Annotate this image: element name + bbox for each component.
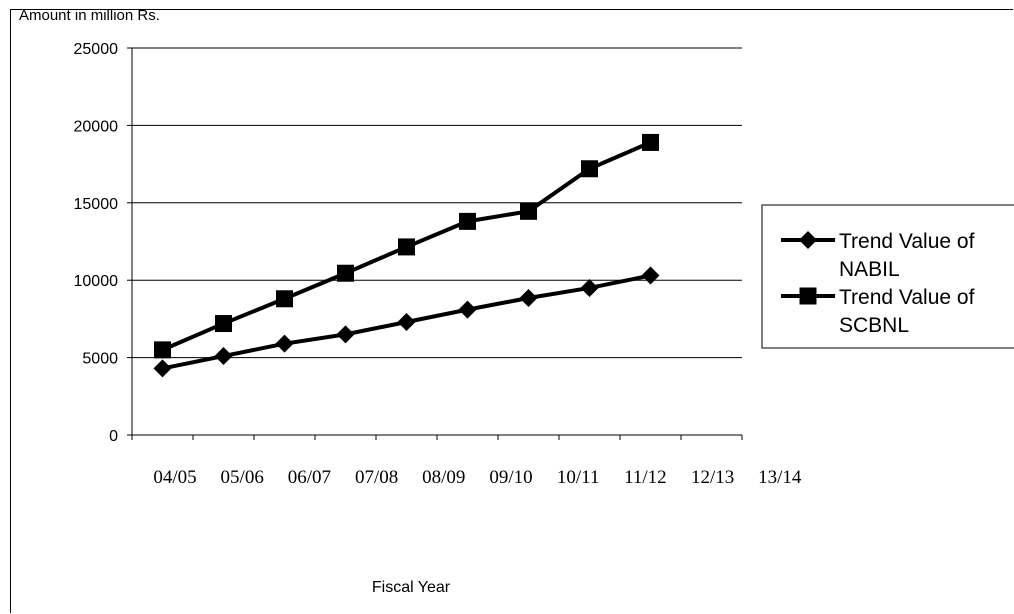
data-point bbox=[458, 300, 477, 319]
x-tick-label: 06/07 bbox=[288, 467, 331, 488]
x-tick-label: 09/10 bbox=[489, 467, 532, 488]
data-point bbox=[276, 290, 293, 308]
y-tick-label: 5000 bbox=[82, 351, 118, 368]
x-tick-label: 04/05 bbox=[153, 467, 196, 488]
chart-frame bbox=[10, 9, 1013, 613]
legend-item: Trend Value of NABIL bbox=[781, 230, 975, 281]
data-point bbox=[214, 347, 233, 366]
legend-label: Trend Value of bbox=[839, 230, 975, 253]
data-point bbox=[580, 278, 599, 297]
data-point bbox=[519, 289, 538, 308]
x-tick-labels: 04/05 05/06 06/07 07/08 08/09 09/10 10/11 11/12… bbox=[153, 467, 802, 488]
y-tick-label: 25000 bbox=[74, 41, 119, 58]
x-tick-label: 10/11 bbox=[557, 467, 600, 488]
square-marker-icon bbox=[799, 287, 817, 305]
x-tick-label: 08/09 bbox=[422, 467, 465, 488]
data-point bbox=[336, 325, 355, 344]
data-point bbox=[641, 266, 660, 285]
y-tick-label: 0 bbox=[109, 428, 118, 445]
data-point bbox=[581, 160, 598, 178]
series-2 bbox=[154, 133, 659, 359]
legend-label: NABIL bbox=[839, 258, 900, 281]
data-point bbox=[398, 238, 415, 256]
legend-item: Trend Value of SCBNL bbox=[781, 286, 975, 337]
data-point bbox=[520, 202, 537, 220]
data-point bbox=[154, 341, 171, 359]
data-point bbox=[642, 133, 659, 151]
x-tick-label: 12/13 bbox=[691, 467, 734, 488]
data-point bbox=[215, 315, 232, 333]
series-group bbox=[153, 133, 660, 378]
axes bbox=[127, 47, 743, 440]
legend-label: Trend Value of bbox=[839, 286, 975, 309]
diamond-marker-icon bbox=[799, 231, 817, 249]
data-point bbox=[397, 312, 416, 331]
y-tick-labels: 0 5000 10000 15000 20000 25000 bbox=[74, 41, 119, 445]
data-point bbox=[153, 359, 172, 378]
legend-label: SCBNL bbox=[839, 314, 909, 337]
x-axis-label: Fiscal Year bbox=[372, 579, 451, 596]
x-tick-label: 07/08 bbox=[355, 467, 398, 488]
y-tick-label: 15000 bbox=[74, 196, 119, 213]
y-axis-label: Amount in million Rs. bbox=[19, 7, 160, 24]
x-tick-label: 05/06 bbox=[221, 467, 264, 488]
x-tick-label: 11/12 bbox=[624, 467, 667, 488]
legend: Trend Value of NABIL Trend Value of SCBNL bbox=[761, 204, 1014, 349]
gridlines bbox=[132, 47, 742, 359]
legend-box bbox=[761, 204, 1014, 349]
y-tick-label: 20000 bbox=[74, 118, 119, 135]
x-tick-label: 13/14 bbox=[758, 467, 802, 488]
data-point bbox=[275, 334, 294, 353]
y-tick-label: 10000 bbox=[74, 273, 119, 290]
data-point bbox=[337, 264, 354, 282]
data-point bbox=[459, 212, 476, 230]
series-1 bbox=[153, 266, 660, 378]
